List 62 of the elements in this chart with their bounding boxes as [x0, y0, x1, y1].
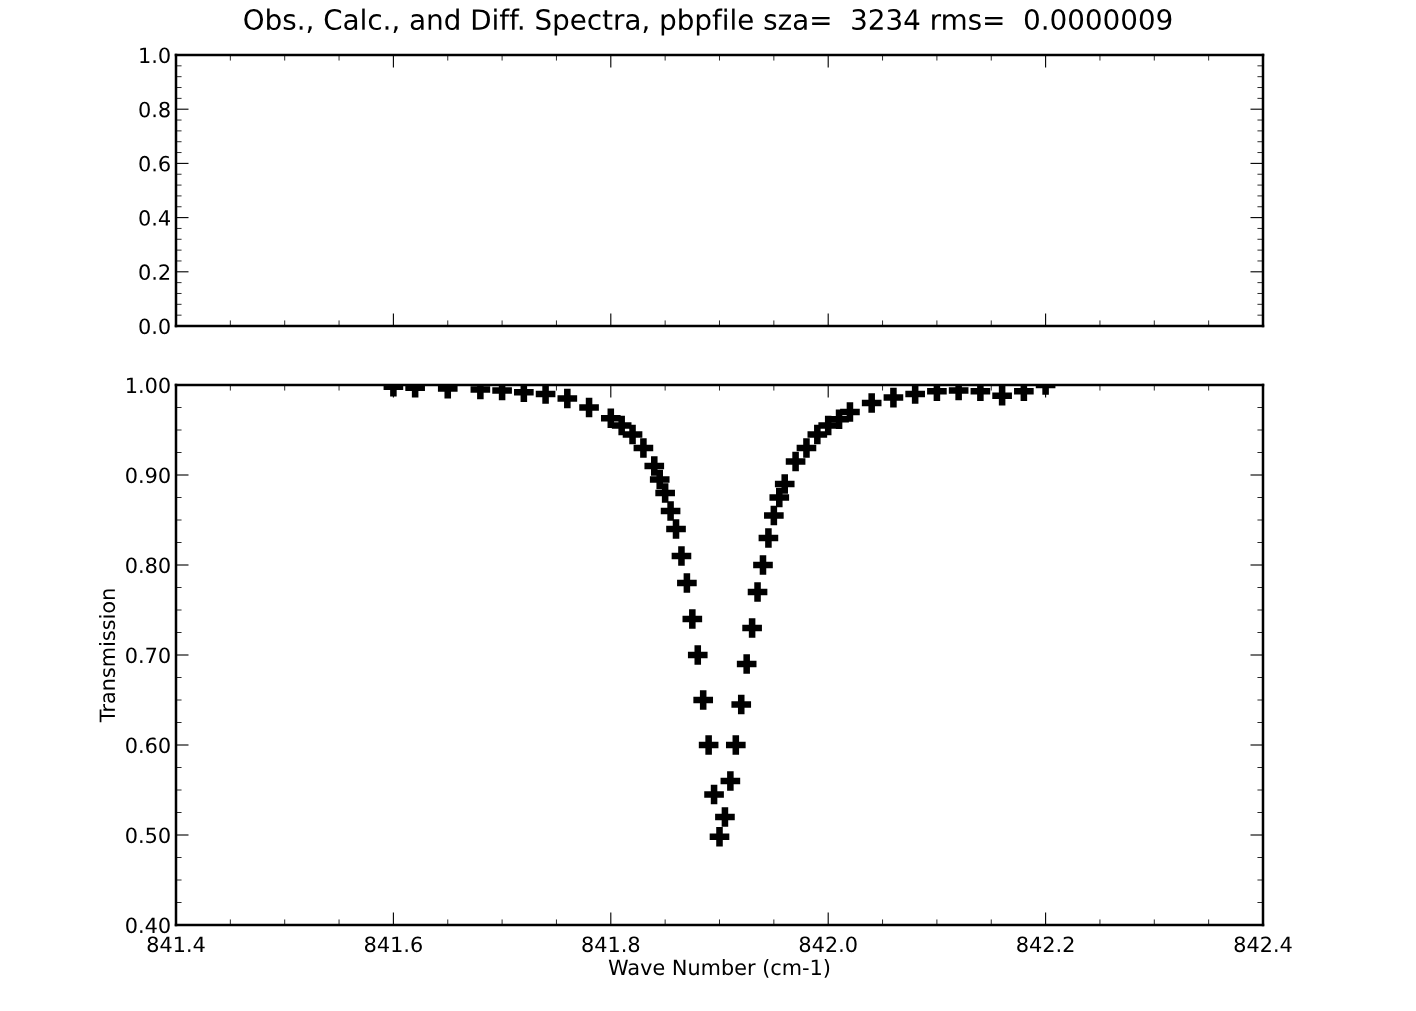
point — [753, 555, 773, 575]
point — [666, 519, 686, 539]
y-tick-label: 0.6 — [139, 155, 170, 172]
point — [622, 424, 643, 445]
y-tick-label: 0.4 — [139, 210, 170, 226]
point — [720, 771, 741, 791]
point — [796, 438, 817, 458]
point — [709, 826, 730, 847]
x-tick-label: 841.4 — [147, 936, 205, 953]
point — [649, 469, 670, 490]
x-tick-label: 842.4 — [1234, 936, 1292, 953]
point — [698, 735, 719, 755]
x-tick-label: 842.2 — [1017, 936, 1074, 953]
point — [633, 438, 654, 458]
y-tick-label: 1.00 — [127, 377, 170, 394]
y-tick-label: 0.60 — [126, 737, 170, 754]
point — [742, 618, 762, 638]
point — [861, 393, 882, 413]
point — [693, 690, 714, 710]
point — [764, 505, 784, 526]
y-tick-label: 0.50 — [126, 827, 170, 844]
y-tick-label: 0.70 — [126, 647, 170, 664]
point — [731, 694, 752, 715]
x-tick-label: 841.8 — [582, 936, 640, 953]
y-tick-label: 0.8 — [139, 101, 170, 118]
point — [687, 645, 708, 665]
x-tick-label: 842.0 — [799, 936, 857, 953]
point — [840, 402, 860, 422]
point — [774, 474, 795, 494]
point — [758, 528, 779, 548]
y-tick-label: 0.90 — [126, 467, 170, 484]
point — [883, 387, 904, 408]
point — [769, 487, 790, 508]
y-tick-label: 0.0 — [139, 318, 170, 335]
y-axis-title: Transmission — [99, 589, 116, 723]
point — [514, 385, 534, 403]
point — [644, 456, 665, 476]
y-tick-label: 0.80 — [126, 557, 170, 574]
point — [785, 451, 806, 472]
y-tick-label: 0.2 — [139, 264, 170, 281]
point — [660, 501, 681, 521]
chart-title: Obs., Calc., and Diff. Spectra, pbpfile sza= 3234 rms= 0.0000009 — [244, 8, 1172, 36]
x-tick-label: 841.6 — [364, 936, 422, 953]
point — [535, 385, 556, 404]
point — [682, 609, 703, 629]
point — [747, 582, 768, 602]
point — [655, 483, 675, 503]
point — [725, 735, 746, 755]
y-tick-label: 0.40 — [126, 917, 170, 934]
point — [905, 385, 925, 404]
point — [579, 397, 599, 418]
point — [671, 546, 692, 566]
point — [611, 415, 632, 436]
y-tick-label: 1.0 — [140, 47, 170, 64]
point — [992, 385, 1012, 406]
point — [557, 388, 578, 409]
point — [715, 807, 735, 827]
x-axis-title: Wave Number (cm-1) — [608, 959, 830, 978]
point — [677, 573, 697, 593]
point — [807, 424, 828, 445]
point — [704, 784, 724, 805]
point — [736, 654, 757, 674]
